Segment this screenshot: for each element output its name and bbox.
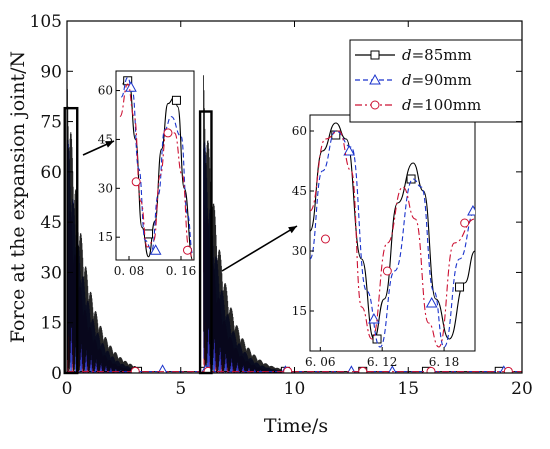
inset-frame-0	[115, 70, 195, 261]
inset-0-xtick-label-1: 0. 16	[166, 264, 197, 278]
inset-1-marker-d=100mm-0	[320, 234, 330, 244]
inset-0-line-d=100mm	[119, 83, 194, 260]
marker-d=90mm-4	[347, 365, 356, 373]
xtick-label-4: 20	[511, 379, 533, 399]
legend-label-rest-0: =85mm	[412, 46, 472, 64]
ytick-label-1: 15	[40, 314, 62, 334]
legend-label-rest-2: =100mm	[412, 96, 482, 114]
inset-0-marker-d=100mm-0	[131, 177, 141, 187]
x-axis-label: Time/s	[264, 415, 328, 437]
xtick-label-1: 5	[175, 379, 186, 399]
inset-0-marker-d=85mm-0	[123, 76, 133, 86]
legend-marker-2	[370, 100, 380, 110]
inset-1-ytick-label-0: 15	[292, 304, 307, 318]
ytick-label-0: 0	[51, 364, 62, 384]
inset-plot-1	[310, 122, 475, 348]
callout-arrow-0-head	[105, 141, 114, 148]
inset-1-line-d=85mm	[310, 122, 475, 340]
inset-0-ytick-label-1: 30	[98, 181, 113, 195]
marker-d=100mm-1	[130, 366, 140, 373]
burst-1-d=85mm	[203, 75, 284, 373]
marker-d=100mm-3	[283, 366, 293, 373]
plot-area	[63, 75, 522, 375]
inset-1-marker-d=90mm-0	[343, 144, 356, 156]
inset-0-marker-d=85mm-1	[144, 229, 153, 239]
ytick-label-5: 75	[40, 113, 62, 133]
inset-1-marker-d=100mm-2	[460, 218, 470, 228]
legend-label-1: d=90mm	[402, 71, 472, 89]
ytick-label-7: 105	[30, 12, 62, 32]
legend-label-italic-0: d	[402, 46, 412, 64]
inset-0-marker-d=85mm-2	[171, 95, 181, 105]
inset-0-marker-d=90mm-1	[149, 244, 162, 255]
marker-d=100mm-6	[503, 366, 513, 373]
callout-arrow-1	[221, 225, 298, 272]
inset-1-marker-d=85mm-3	[455, 282, 465, 292]
legend-marker-1	[369, 73, 381, 85]
legend-label-0: d=85mm	[402, 46, 472, 64]
ytick-label-2: 30	[40, 263, 62, 283]
inset-1-line-d=100mm	[310, 130, 475, 348]
insets: 15 30 45 60 0. 08 0. 16 15 30 45 60 6. 06 6. 12 6. 1…	[82, 70, 476, 369]
inset-1-ytick-label-1: 30	[292, 244, 307, 258]
marker-d=90mm-1	[157, 364, 168, 373]
marker-d=90mm-5	[388, 365, 397, 373]
marker-d=100mm-4	[358, 366, 368, 373]
legend-label-2: d=100mm	[402, 96, 481, 114]
inset-1-marker-d=85mm-2	[406, 174, 416, 184]
inset-0-ytick-label-0: 15	[98, 230, 113, 244]
legend-marker-0	[370, 50, 380, 60]
inset-1-marker-d=90mm-3	[467, 204, 475, 216]
legend-label-italic-2: d	[402, 96, 412, 114]
y-axis-label: Force at the expansion joint/N	[7, 51, 29, 343]
ytick-label-3: 45	[40, 213, 62, 233]
inset-1-xtick-label-2: 6. 18	[429, 355, 460, 369]
inset-1-line-d=90mm	[310, 130, 475, 348]
inset-1-ytick-label-2: 45	[292, 184, 307, 198]
inset-0-marker-d=100mm-2	[183, 245, 192, 255]
legend-label-italic-1: d	[402, 71, 412, 89]
ytick-label-4: 60	[40, 163, 62, 183]
inset-1-marker-d=90mm-2	[425, 296, 438, 308]
marker-d=100mm-5	[426, 366, 436, 373]
inset-1-xtick-label-0: 6. 06	[305, 355, 336, 369]
xtick-label-0: 0	[62, 379, 73, 399]
inset-0-marker-d=100mm-1	[163, 128, 173, 138]
inset-1-ytick-label-3: 60	[292, 124, 307, 138]
xtick-label-2: 10	[284, 379, 306, 399]
inset-0-xtick-label-0: 0. 08	[114, 264, 145, 278]
legend-label-rest-1: =90mm	[412, 71, 472, 89]
inset-1-xtick-label-1: 6. 12	[367, 355, 398, 369]
xtick-label-3: 15	[397, 379, 419, 399]
inset-1: 15 30 45 60 6. 06 6. 12 6. 18	[292, 114, 476, 369]
axes: 0 15 30 45 60 75 90 105 0 5 10 15 20 Time/s Force at t…	[7, 12, 533, 437]
ytick-label-6: 90	[40, 62, 62, 82]
inset-0-ytick-label-3: 60	[98, 84, 113, 98]
inset-0-marker-d=90mm-0	[125, 81, 137, 92]
inset-1-marker-d=85mm-0	[331, 130, 341, 140]
callout-arrow-1-head	[288, 226, 297, 234]
inset-1-marker-d=100mm-1	[382, 266, 392, 276]
inset-plot-0	[119, 76, 194, 260]
plot-clip	[67, 75, 522, 373]
